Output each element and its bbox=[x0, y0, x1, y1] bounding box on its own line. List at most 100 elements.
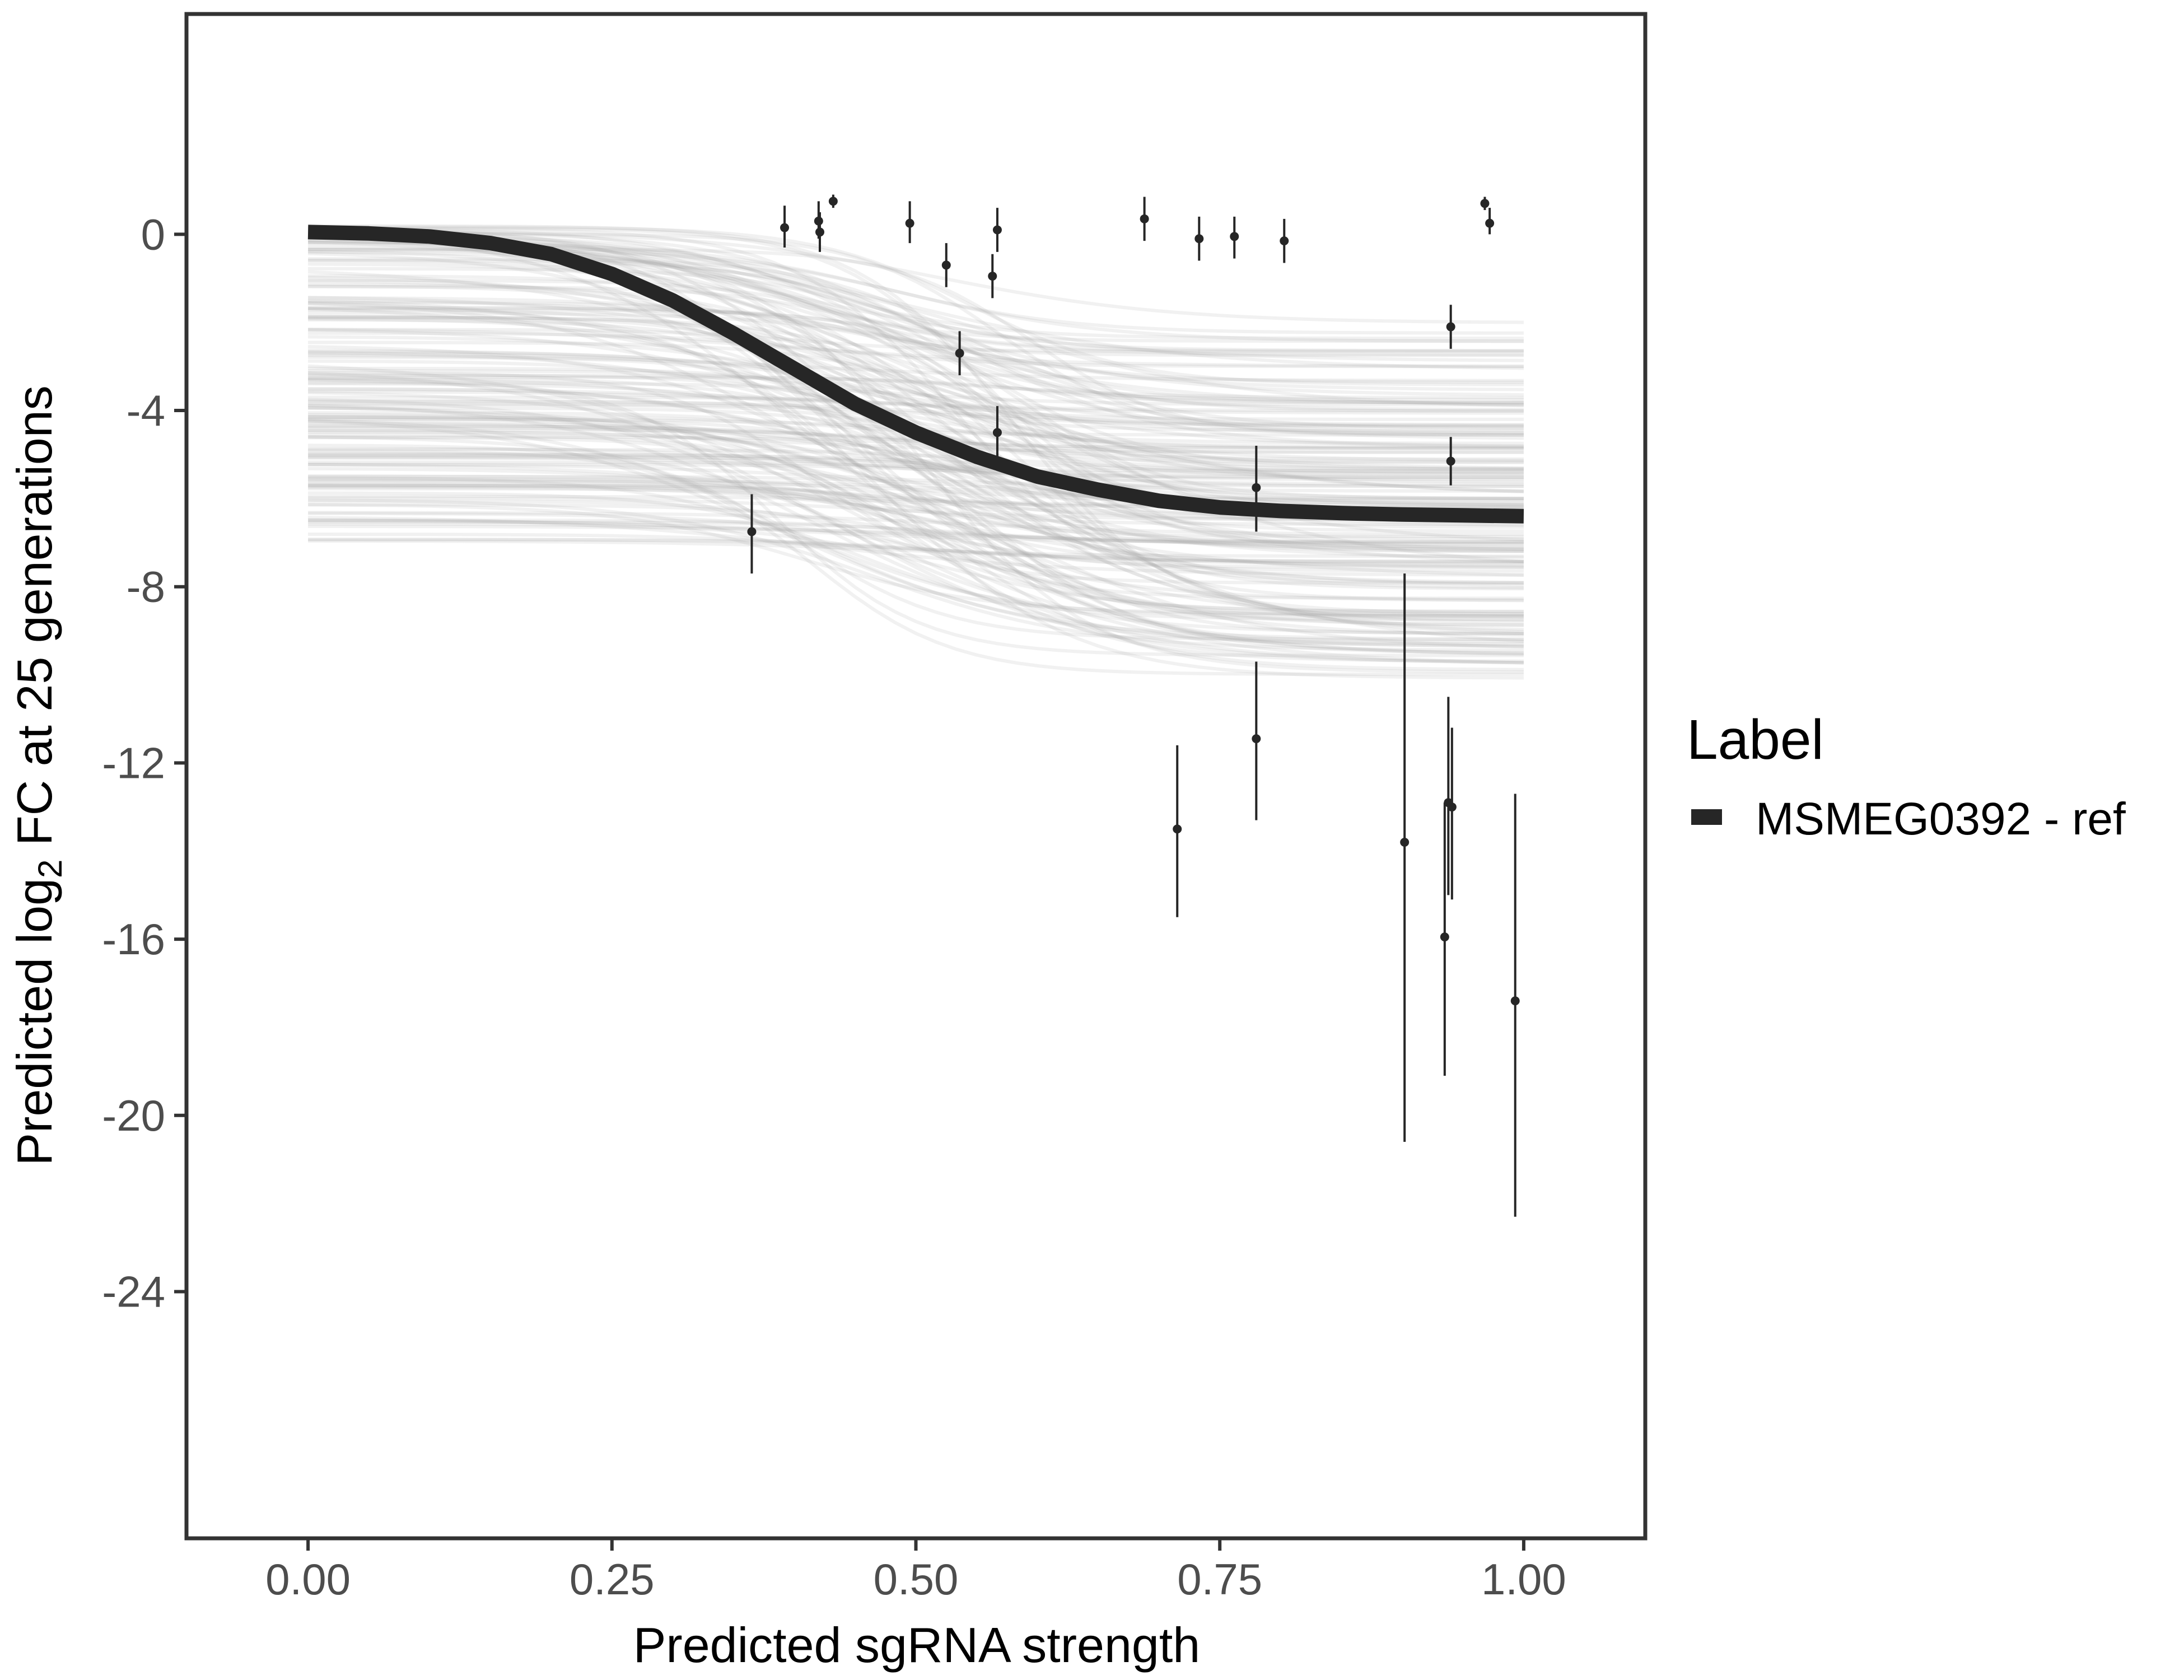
data-point bbox=[1446, 437, 1455, 486]
posterior-draw-line bbox=[308, 524, 1524, 549]
posterior-draw-line bbox=[308, 388, 1524, 413]
y-tick-label: -8 bbox=[127, 562, 165, 612]
posterior-draw-line bbox=[308, 278, 1524, 553]
posterior-draw-line bbox=[308, 257, 1524, 413]
data-point bbox=[1485, 208, 1495, 235]
legend-title: Label bbox=[1687, 708, 1824, 771]
posterior-draw-line bbox=[308, 356, 1524, 618]
posterior-draw-line bbox=[308, 460, 1524, 486]
y-axis-title: Predicted log2 FC at 25 generations bbox=[7, 385, 69, 1165]
data-point bbox=[1173, 745, 1182, 917]
data-point bbox=[828, 194, 838, 208]
data-point bbox=[988, 254, 997, 298]
posterior-draw-line bbox=[308, 316, 1524, 624]
data-point bbox=[1140, 197, 1149, 241]
posterior-draw-line bbox=[308, 405, 1524, 587]
posterior-draw-line bbox=[308, 395, 1524, 421]
data-point bbox=[905, 201, 914, 244]
legend-key-msmeg0392 bbox=[1691, 809, 1722, 825]
fit-curve-msmeg0392 bbox=[307, 225, 1524, 524]
point-marker bbox=[1446, 456, 1455, 466]
point-marker bbox=[1280, 236, 1289, 246]
posterior-draw-line bbox=[308, 314, 1524, 539]
posterior-draw-line bbox=[308, 418, 1524, 641]
posterior-draw-line bbox=[308, 474, 1524, 501]
posterior-draw-line bbox=[308, 274, 1524, 541]
data-point bbox=[992, 406, 1002, 459]
posterior-draw-line bbox=[308, 366, 1524, 533]
posterior-draw-line bbox=[308, 352, 1524, 585]
data-point bbox=[1446, 305, 1455, 349]
data-point bbox=[1252, 445, 1261, 532]
data-point bbox=[941, 243, 951, 287]
y-axis-title-prefix: Predicted log bbox=[7, 878, 62, 1166]
point-marker bbox=[992, 428, 1002, 437]
x-tick-label: 1.00 bbox=[1481, 1555, 1566, 1604]
posterior-draw-line bbox=[308, 491, 1524, 621]
posterior-draw-line bbox=[308, 399, 1524, 471]
data-point bbox=[780, 206, 790, 248]
posterior-draw-line bbox=[308, 451, 1524, 477]
posterior-draw-line bbox=[308, 435, 1524, 665]
posterior-draw-line bbox=[308, 232, 1524, 435]
posterior-draw-line bbox=[308, 250, 1524, 408]
posterior-draw-line bbox=[308, 353, 1524, 382]
posterior-draw-line bbox=[308, 519, 1524, 544]
posterior-draw-line bbox=[308, 225, 1524, 386]
posterior-draw-line bbox=[308, 516, 1524, 577]
point-marker bbox=[815, 227, 825, 237]
posterior-draw-line bbox=[308, 538, 1524, 563]
plot-panel-border bbox=[184, 12, 1648, 1541]
posterior-draw-line bbox=[308, 258, 1524, 405]
posterior-draw-line bbox=[308, 420, 1524, 501]
posterior-draw-line bbox=[308, 456, 1524, 655]
posterior-draw-line bbox=[308, 317, 1524, 680]
data-point bbox=[1252, 661, 1261, 820]
posterior-draw-line bbox=[308, 424, 1524, 450]
posterior-draw-line bbox=[308, 259, 1524, 632]
point-marker bbox=[1485, 218, 1495, 228]
fit-curve-layer bbox=[307, 225, 1524, 524]
point-marker bbox=[780, 223, 790, 232]
posterior-draw-line bbox=[308, 227, 1524, 546]
posterior-draw-line bbox=[308, 267, 1524, 470]
posterior-draw-line bbox=[308, 452, 1524, 493]
posterior-draw-line bbox=[308, 481, 1524, 507]
posterior-draw-line bbox=[308, 456, 1524, 482]
posterior-draw-line bbox=[308, 315, 1524, 464]
point-marker bbox=[1400, 838, 1410, 847]
posterior-draw-line bbox=[308, 285, 1524, 353]
posterior-draw-line bbox=[308, 503, 1524, 573]
point-marker bbox=[1173, 824, 1182, 834]
posterior-draw-line bbox=[308, 350, 1524, 507]
posterior-draw-line bbox=[308, 463, 1524, 488]
posterior-draw-line bbox=[308, 371, 1524, 585]
posterior-draw-line bbox=[308, 429, 1524, 454]
posterior-draw-line bbox=[308, 454, 1524, 618]
posterior-draw-line bbox=[307, 419, 1524, 648]
y-tick-label: -16 bbox=[102, 914, 165, 964]
point-marker bbox=[1252, 483, 1261, 492]
posterior-draw-line bbox=[308, 474, 1524, 559]
posterior-draw-line bbox=[308, 376, 1524, 402]
posterior-draw-line bbox=[308, 231, 1524, 553]
posterior-draw-line bbox=[307, 364, 1524, 665]
data-point bbox=[955, 331, 964, 376]
posterior-draw-line bbox=[308, 331, 1524, 368]
point-marker bbox=[1480, 199, 1490, 208]
posterior-draw-line bbox=[308, 478, 1524, 570]
posterior-draw-line bbox=[308, 328, 1524, 353]
posterior-draw-line bbox=[308, 533, 1524, 558]
point-marker bbox=[1194, 234, 1204, 244]
posterior-draw-line bbox=[307, 235, 1524, 470]
data-point bbox=[1230, 216, 1239, 259]
posterior-draw-line bbox=[307, 231, 1524, 627]
x-tick-label: 0.75 bbox=[1177, 1555, 1262, 1604]
data-point bbox=[1280, 218, 1289, 263]
posterior-draw-line bbox=[308, 302, 1524, 551]
data-point bbox=[747, 494, 757, 574]
point-marker bbox=[992, 225, 1002, 235]
posterior-draw-line bbox=[308, 374, 1524, 399]
posterior-draw-line bbox=[308, 539, 1524, 564]
posterior-draw-line bbox=[308, 436, 1524, 600]
